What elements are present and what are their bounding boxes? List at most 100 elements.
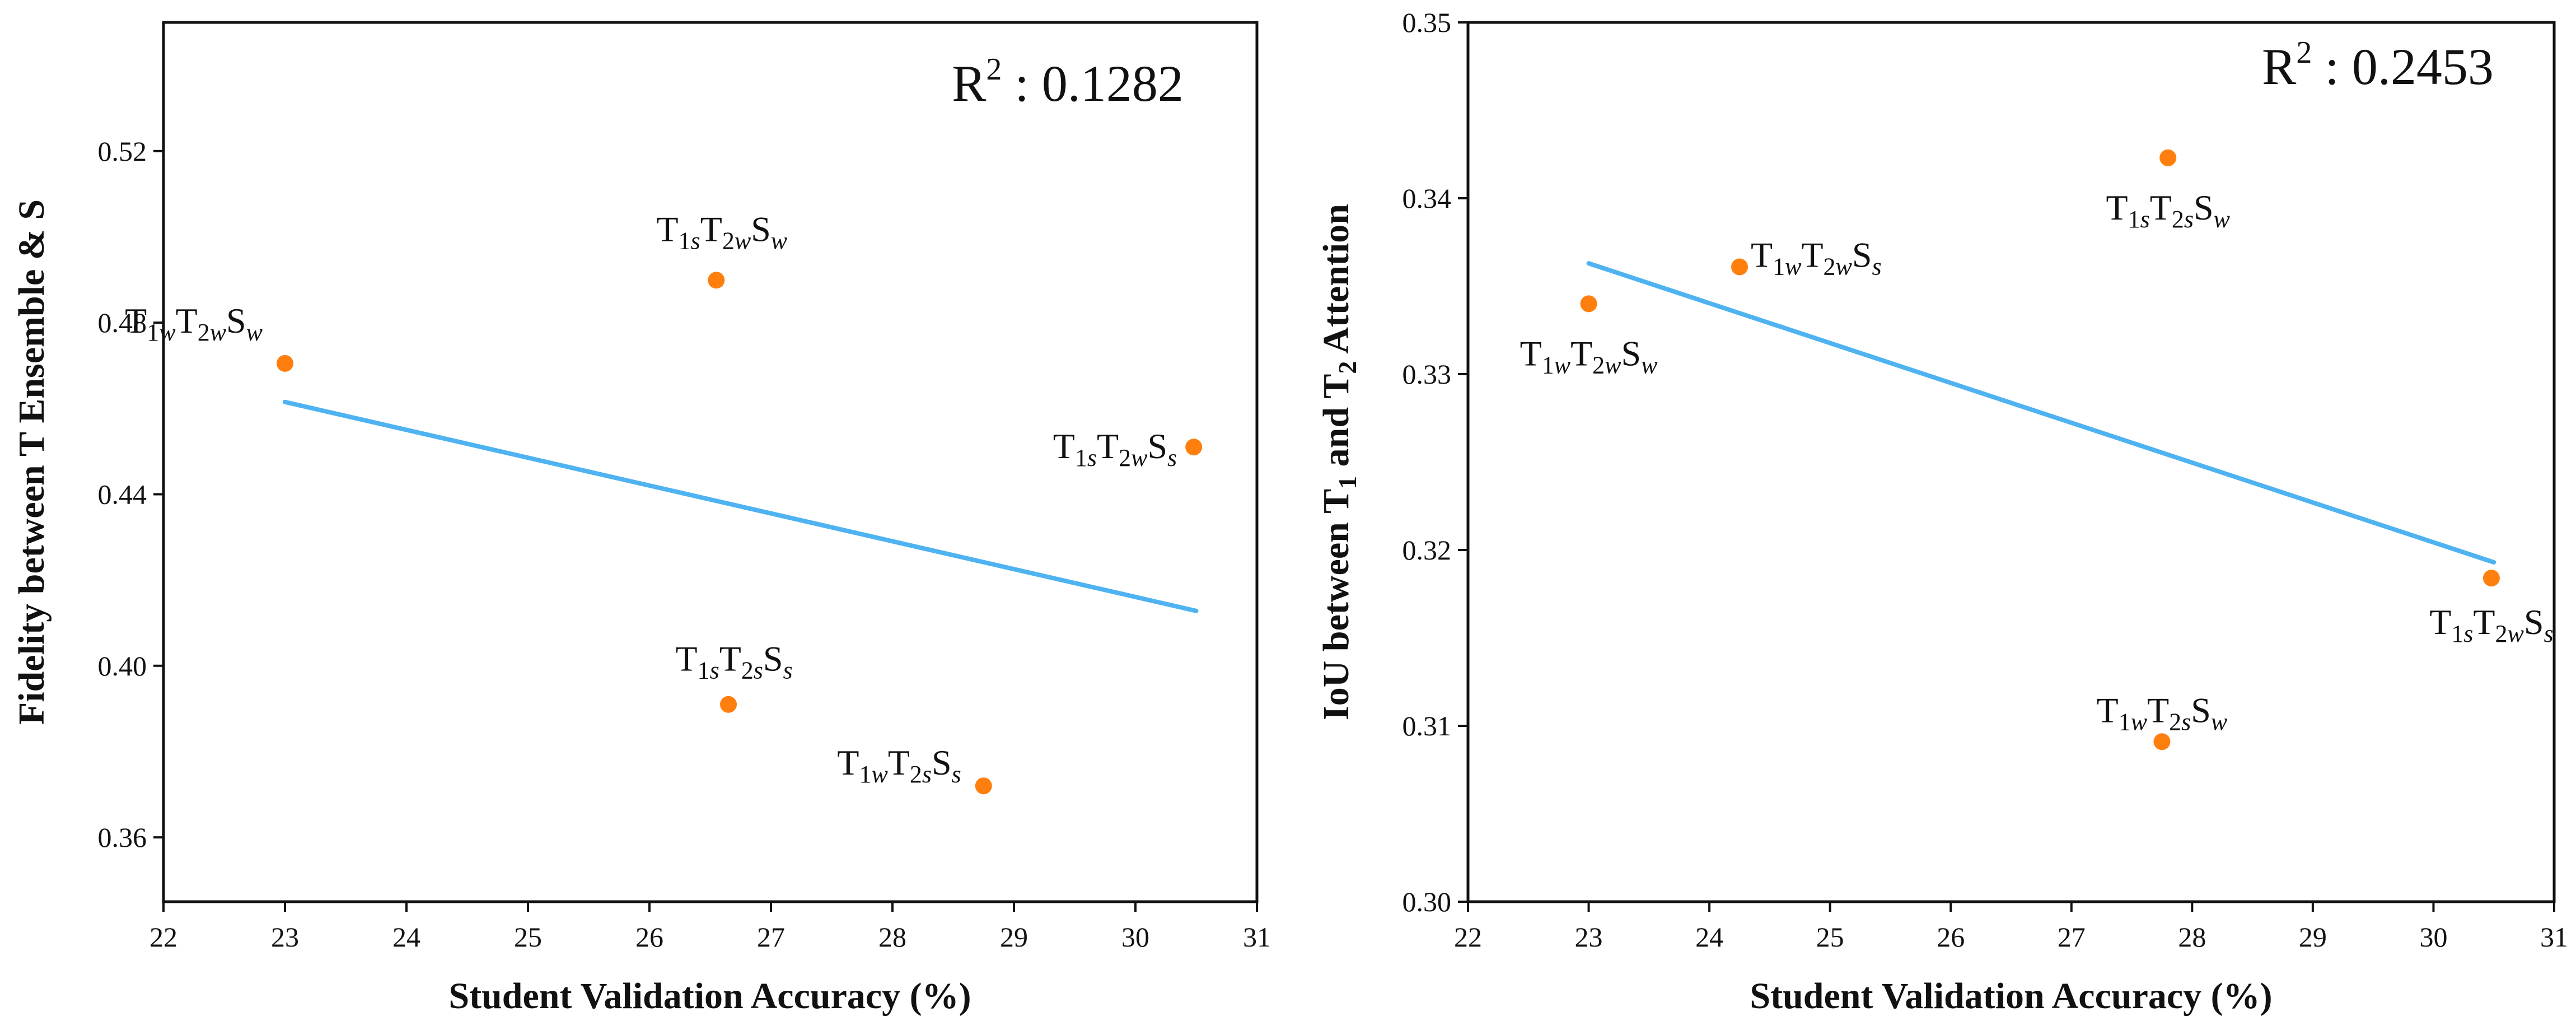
point-label-subscript: s [2544, 620, 2553, 647]
point-label-subscript: 2w [1824, 253, 1853, 280]
point-label-base: S [932, 743, 952, 782]
data-point [1185, 439, 1203, 456]
data-point [2483, 570, 2500, 587]
point-label: T1wT2wSs [1751, 235, 1882, 280]
left-chart-panel: 22 23 24 25 26 27 28 29 30 31 0.36 0.40 0.44 0.48 0.52… [11, 21, 1271, 1017]
point-label-subscript: 2w [2495, 620, 2524, 647]
x-axis-title: Student Validation Accuracy (%) [448, 976, 971, 1017]
point-label-base: T [700, 209, 722, 249]
point-label-base: T [719, 639, 741, 679]
point-label-subscript: 2s [910, 761, 932, 788]
point-label: T1wT2sSw [2097, 690, 2228, 735]
point-label-subscript: 2w [1592, 351, 1621, 379]
x-tick-label: 23 [1575, 921, 1603, 953]
x-tick-label: 28 [2178, 921, 2206, 953]
point-label-subscript: 1w [1542, 351, 1571, 379]
point-label: T1sT2wSs [2429, 602, 2553, 647]
point-label-subscript: s [1167, 444, 1177, 472]
right-chart-panel: 22 23 24 25 26 27 28 29 30 31 0.30 0.31 0.32 0.33 0.34… [1316, 7, 2568, 1017]
point-label-subscript: w [246, 319, 263, 346]
point-label-base: S [751, 209, 771, 249]
point-label: T1sT2wSs [1053, 426, 1177, 472]
data-point [1580, 295, 1597, 313]
point-label-base: T [657, 209, 679, 249]
point-label-subscript: s [952, 761, 961, 788]
point-label-subscript: 2s [2172, 206, 2194, 233]
x-tick-label: 28 [878, 921, 906, 953]
point-label-subscript: 2s [741, 657, 763, 684]
x-tick-label: 26 [635, 921, 663, 953]
point-label-base: S [1621, 333, 1642, 373]
point-label-base: T [675, 639, 697, 679]
x-tick-label: 24 [392, 921, 420, 953]
point-label-base: S [2194, 188, 2214, 227]
point-label-base: T [176, 301, 198, 341]
y-tick-label: 0.48 [98, 307, 147, 338]
x-tick-label: 31 [1243, 921, 1271, 953]
point-label-base: S [2191, 690, 2211, 730]
point-label-subscript: 1w [859, 761, 888, 788]
y-tick-label: 0.33 [1402, 358, 1452, 390]
point-label-base: S [2524, 602, 2544, 642]
trend-line [283, 399, 1199, 613]
point-label-base: T [2150, 188, 2172, 227]
point-label-base: T [1520, 333, 1542, 373]
y-tick-label: 0.30 [1402, 886, 1452, 917]
y-axis-title: Fidelity between T Ensemble & S [11, 199, 52, 725]
point-label-base: S [1852, 235, 1872, 274]
point-label-base: T [1801, 235, 1823, 274]
point-label-base: S [763, 639, 783, 679]
point-label-subscript: w [771, 227, 788, 254]
data-point [975, 777, 992, 795]
x-tick-label: 24 [1695, 921, 1723, 953]
y-tick-label: 0.34 [1402, 183, 1452, 214]
point-label-subscript: 1s [1075, 444, 1097, 472]
r-squared-annotation: R2 : 0.1282 [952, 52, 1184, 112]
data-point [720, 696, 737, 713]
point-label-subscript: 2w [722, 227, 751, 254]
y-tick-label: 0.31 [1402, 710, 1452, 742]
point-label-base: T [2106, 188, 2128, 227]
y-tick-label: 0.36 [98, 822, 147, 853]
y-tick-label: 0.32 [1402, 534, 1452, 566]
point-label-base: S [1147, 426, 1167, 466]
point-label: T1sT2wSw [657, 209, 788, 254]
x-tick-label: 23 [271, 921, 299, 953]
plot-frame [162, 21, 1259, 903]
x-tick-label: 26 [1937, 921, 1965, 953]
data-point [2159, 149, 2177, 166]
x-tick-label: 25 [514, 921, 542, 953]
x-tick-label: 29 [1000, 921, 1028, 953]
x-axis-title: Student Validation Accuracy (%) [1750, 976, 2272, 1017]
x-tick-label: 27 [757, 921, 785, 953]
x-tick-label: 30 [2419, 921, 2447, 953]
x-tick-label: 27 [2058, 921, 2086, 953]
point-label: T1wT2sSs [837, 743, 961, 788]
point-label-subscript: 1s [2451, 620, 2473, 647]
point-label: T1sT2sSw [2106, 188, 2231, 233]
point-label-base: T [2473, 602, 2495, 642]
point-label-subscript: 1s [2128, 206, 2150, 233]
point-label: T1wT2wSw [1520, 333, 1658, 379]
point-label-base: T [2097, 690, 2119, 730]
data-point [708, 272, 725, 289]
point-label-subscript: 1s [679, 227, 700, 254]
point-label-base: T [2147, 690, 2169, 730]
point-label-base: T [1751, 235, 1773, 274]
point-label-subscript: 1w [147, 319, 176, 346]
y-axis-title: IoU between T1 and T2 Attention [1316, 204, 1362, 720]
data-point [1731, 258, 1748, 276]
point-label-base: T [837, 743, 859, 782]
point-label-subscript: 1s [698, 657, 719, 684]
x-tick-label: 29 [2299, 921, 2327, 953]
x-tick-label: 31 [2540, 921, 2568, 953]
data-point [2153, 733, 2171, 750]
point-label-subscript: w [2214, 206, 2231, 233]
point-label-base: T [1097, 426, 1119, 466]
point-label-base: T [1570, 333, 1592, 373]
point-label-subscript: w [2211, 708, 2228, 735]
point-label-subscript: w [1641, 351, 1658, 379]
x-tick-label: 22 [149, 921, 177, 953]
point-label-base: T [2429, 602, 2451, 642]
